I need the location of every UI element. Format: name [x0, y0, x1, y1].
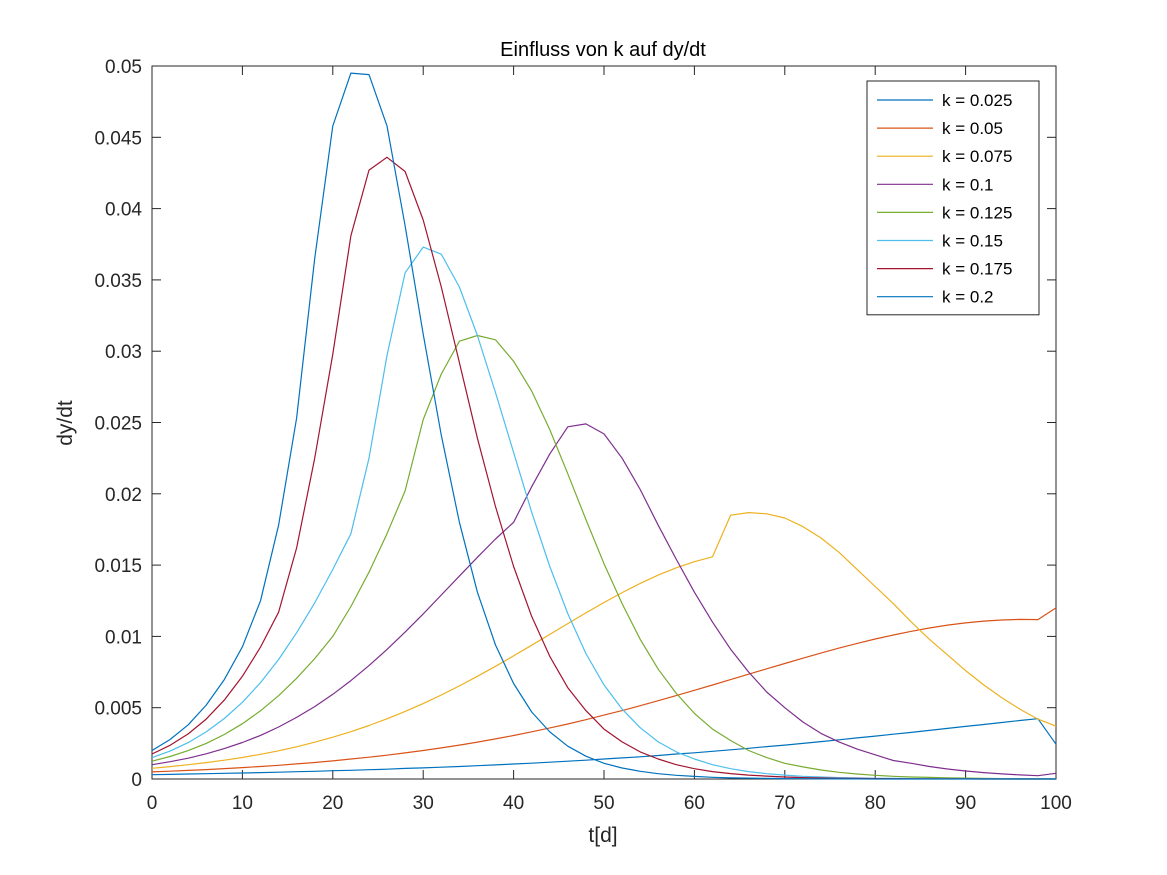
x-tick-label: 60 [684, 793, 705, 814]
legend-label-1: k = 0.025 [942, 91, 1012, 110]
x-tick-label: 0 [147, 793, 158, 814]
y-axis-label: dy/dt [54, 400, 77, 446]
x-axis-label: t[d] [588, 824, 617, 847]
series-line-8 [151, 72, 1056, 780]
legend-label-7: k = 0.175 [942, 260, 1012, 279]
series-line-3 [151, 511, 1057, 769]
series-line-5 [151, 334, 1057, 780]
y-tick-label: 0.025 [94, 414, 142, 435]
y-tick-label: 0.045 [94, 128, 142, 149]
x-tick-label: 30 [413, 793, 434, 814]
y-tick-label: 0.015 [94, 556, 142, 577]
x-tick-label: 70 [774, 793, 795, 814]
series-line-4 [151, 423, 1057, 777]
y-tick-label: 0.01 [105, 627, 142, 648]
legend-label-6: k = 0.15 [942, 232, 1003, 251]
y-tick-label: 0.04 [105, 200, 142, 221]
series-line-1 [151, 718, 1057, 776]
x-tick-label: 40 [503, 793, 524, 814]
x-tick-label: 80 [865, 793, 886, 814]
x-tick-label: 50 [593, 793, 614, 814]
legend-label-2: k = 0.05 [942, 119, 1003, 138]
y-tick-label: 0.005 [94, 699, 142, 720]
y-tick-label: 0.02 [105, 485, 142, 506]
legend-label-8: k = 0.2 [942, 288, 994, 307]
x-tick-label: 20 [322, 793, 343, 814]
legend-label-4: k = 0.1 [942, 175, 994, 194]
y-tick-label: 0.03 [105, 342, 142, 363]
y-tick-label: 0.035 [94, 271, 142, 292]
series-line-6 [151, 246, 1056, 780]
y-tick-label: 0.05 [105, 57, 142, 78]
chart-title: Einfluss von k auf dy/dt [500, 39, 706, 61]
legend-label-3: k = 0.075 [942, 147, 1012, 166]
legend-box [866, 80, 1040, 316]
x-tick-label: 10 [232, 793, 253, 814]
plot-area: 0 10 20 30 40 50 60 70 80 90 100 0 0.005 0.01 0.015 0.0… [94, 57, 1071, 814]
y-tick-label: 0 [131, 770, 142, 791]
legend: k = 0.025 k = 0.05 k = 0.075 k = 0.1 k = 0.1… [866, 80, 1040, 316]
series-line-2 [151, 607, 1057, 773]
x-tick-label: 100 [1040, 793, 1072, 814]
legend-label-5: k = 0.125 [942, 203, 1012, 222]
x-tick-label: 90 [955, 793, 976, 814]
